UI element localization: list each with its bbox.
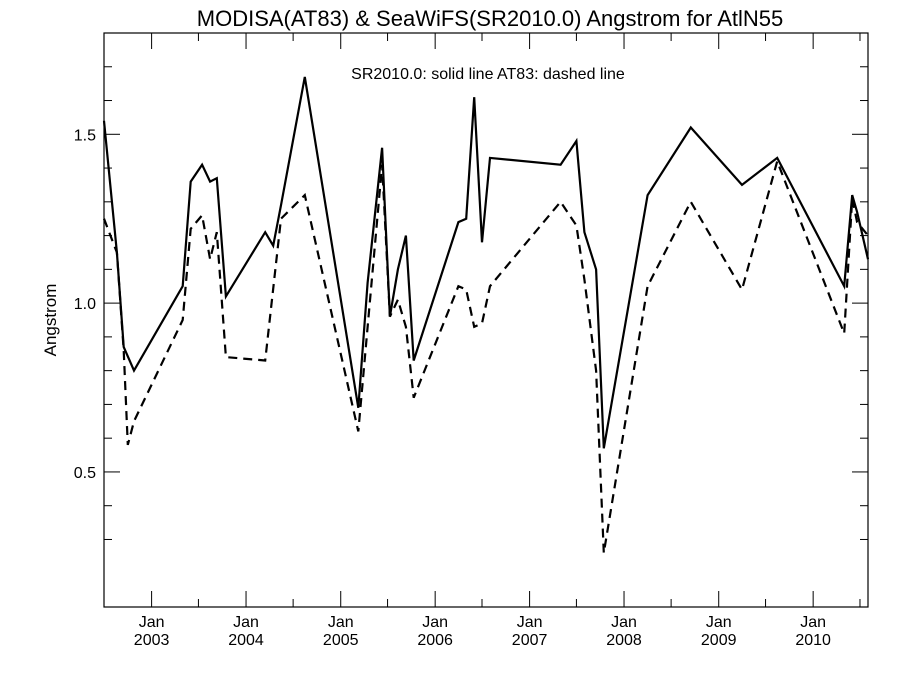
x-tick-month: Jan: [139, 614, 165, 631]
x-tick-month: Jan: [706, 614, 732, 631]
axis-ticks: [103, 33, 868, 607]
series-line-sr2010: [102, 76, 870, 449]
x-tick-year: 2008: [606, 632, 642, 649]
x-tick-year: 2003: [134, 632, 170, 649]
chart-legend: SR2010.0: solid line AT83: dashed line: [351, 66, 625, 83]
y-tick-label: 0.5: [74, 465, 96, 482]
x-tick-month: Jan: [611, 614, 637, 631]
x-tick-month: Jan: [233, 614, 259, 631]
y-tick-label: 1.0: [74, 296, 96, 313]
x-tick-year: 2006: [417, 632, 453, 649]
x-tick-year: 2009: [701, 632, 737, 649]
x-tick-month: Jan: [422, 614, 448, 631]
x-tick-year: 2005: [323, 632, 359, 649]
x-tick-month: Jan: [517, 614, 543, 631]
x-tick-month: Jan: [328, 614, 354, 631]
y-axis-label: Angstrom: [41, 284, 60, 357]
y-tick-label: 1.5: [74, 127, 96, 144]
series-lines: [102, 76, 870, 554]
x-tick-year: 2004: [228, 632, 264, 649]
x-tick-month: Jan: [800, 614, 826, 631]
plot-frame: [103, 32, 869, 608]
chart-title: MODISA(AT83) & SeaWiFS(SR2010.0) Angstro…: [197, 6, 783, 31]
x-tick-year: 2007: [512, 632, 548, 649]
x-tick-year: 2010: [795, 632, 831, 649]
tick-labels: 0.51.01.5Jan2003Jan2004Jan2005Jan2006Jan…: [74, 127, 831, 649]
series-line-at83: [102, 157, 869, 554]
